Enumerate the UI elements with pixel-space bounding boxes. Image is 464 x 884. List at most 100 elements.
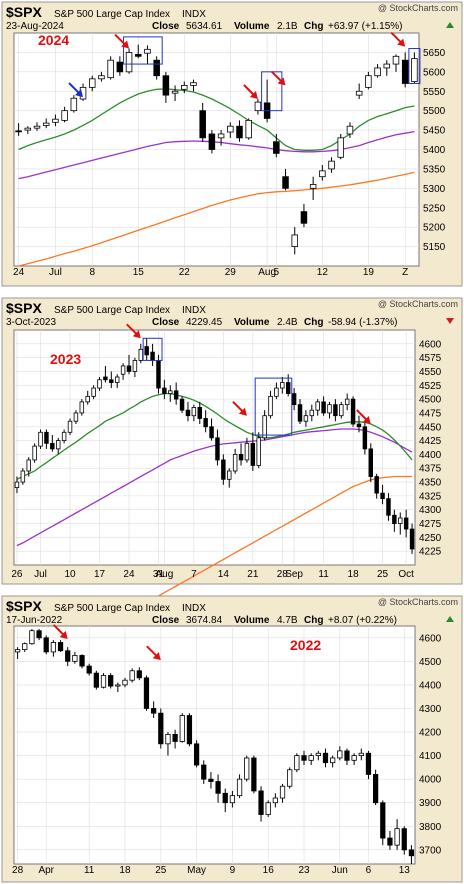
candle-body [193, 743, 200, 766]
candle-body [14, 649, 21, 653]
candle-body [222, 792, 228, 804]
highlight-box [408, 48, 421, 84]
candle-body [236, 125, 243, 139]
candle [221, 454, 226, 485]
candle-body [392, 55, 400, 65]
candle [26, 457, 31, 477]
y-tick-label: 5300 [423, 184, 446, 195]
symbol: $SPX [6, 598, 42, 614]
candle-body [36, 630, 42, 639]
candle [250, 432, 256, 471]
candle [201, 760, 207, 784]
candle-body [291, 234, 298, 247]
candle [114, 374, 120, 389]
candle [38, 429, 43, 449]
chart-panel-2023: 4225 4250 4275 4300 4325 4350 4375 4400 4425 4450… [1, 297, 463, 677]
candle-body [156, 360, 161, 389]
annotations [52, 624, 161, 661]
exchange: INDX [182, 9, 206, 20]
candle-body [344, 750, 350, 761]
x-axis-ticks: 28 Apr 11 18 25 May 9 16 23 Jun 6 13 [12, 865, 410, 876]
candle-body [85, 395, 90, 403]
candle [408, 845, 415, 864]
candle [245, 118, 252, 140]
candle-body [315, 752, 321, 757]
direction-arrow-icon [446, 22, 454, 28]
candle-body [265, 802, 271, 815]
y-tick-label: 5400 [423, 145, 446, 156]
candle-body [115, 684, 121, 687]
candle [36, 629, 42, 641]
x-tick-label: 5 [274, 267, 280, 278]
candle [297, 399, 303, 424]
candle [362, 421, 368, 455]
candle [122, 677, 128, 688]
candle [265, 800, 271, 817]
candle [398, 512, 403, 535]
red-arrow-icon-head [152, 652, 161, 661]
candle-body [346, 125, 354, 135]
candle [108, 673, 114, 689]
candle-body [107, 59, 114, 79]
candle [65, 647, 71, 667]
annotations [68, 31, 421, 112]
candle-body [72, 655, 78, 662]
y-tick-label: 4500 [419, 657, 442, 668]
x-tick-label: 10 [64, 569, 76, 580]
close-value: 3674.84 [186, 615, 223, 626]
candle [33, 122, 41, 131]
candle [355, 83, 363, 100]
candle-body [109, 379, 114, 383]
candle [256, 432, 261, 469]
candle [244, 437, 250, 463]
x-tick-label: Jul [34, 569, 47, 580]
candle-body [358, 752, 364, 757]
candle [300, 203, 308, 228]
candle [158, 708, 164, 749]
watermark: @ StockCharts.com [378, 3, 458, 13]
close-label: Close [152, 21, 180, 32]
volume-label: Volume [234, 317, 270, 328]
candle [79, 399, 85, 416]
y-tick-label: 4375 [419, 464, 442, 475]
candle-body [86, 665, 92, 674]
candle [328, 157, 335, 173]
candle [190, 79, 197, 92]
candle [126, 354, 132, 375]
y-tick-label: 3800 [419, 822, 442, 833]
highlight-box [142, 337, 163, 361]
candle-body [272, 797, 278, 804]
candle-body [337, 137, 345, 158]
candle-body [181, 85, 188, 90]
candle [309, 176, 317, 200]
x-tick-label: 23 [298, 865, 310, 876]
x-tick-label: 25 [155, 865, 167, 876]
candle-body [138, 348, 144, 361]
candle [227, 468, 232, 488]
x-tick-label: 19 [363, 267, 375, 278]
candle-body [238, 454, 244, 461]
y-tick-label: 4250 [419, 533, 442, 544]
candle [380, 800, 386, 846]
candle-body [108, 675, 114, 687]
y-tick-label: 4300 [419, 704, 442, 715]
change-value: +63.97 (+1.15%) [328, 21, 403, 32]
plot-area [13, 329, 416, 566]
candle [91, 385, 96, 400]
candle-body [93, 672, 99, 688]
candle-body [114, 376, 120, 383]
candle [120, 363, 126, 380]
candle-body [179, 715, 185, 742]
candle [103, 365, 108, 383]
candle [129, 668, 135, 683]
candle [107, 56, 114, 80]
candle [125, 48, 133, 74]
candle [291, 388, 297, 411]
candle [179, 396, 185, 413]
candle [97, 377, 102, 391]
candle [374, 473, 379, 499]
candle [67, 418, 73, 436]
x-tick-label: Oct [398, 569, 414, 580]
candle [394, 819, 400, 850]
